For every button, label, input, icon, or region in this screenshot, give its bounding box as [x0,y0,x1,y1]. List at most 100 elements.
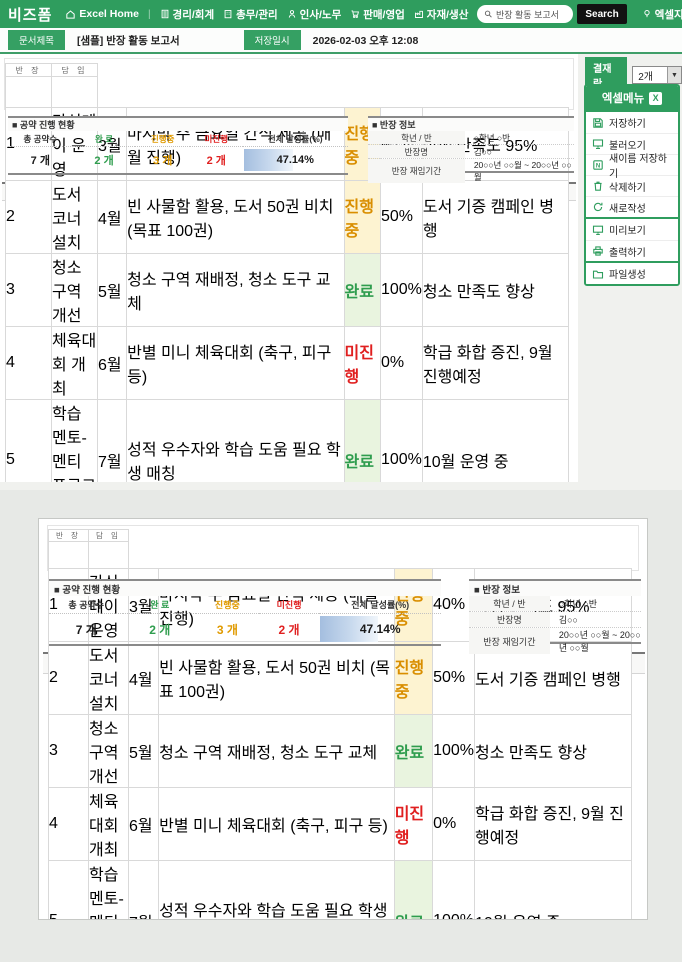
table-cell[interactable]: 50% [379,180,423,254]
table-cell[interactable]: 학습 멘토-멘티 프로그램 [88,860,129,919]
table-cell[interactable]: 학습 멘토-멘티 프로그램 [51,399,98,482]
summary-header-total: 총 공약수 [8,131,73,147]
table-cell[interactable]: 진행중 [343,180,381,254]
menu-item-save-as[interactable]: N 새이름 저장하기 [586,154,678,180]
info-row-term: 반장 재임기간 20○○년 ○○월 ~ 20○○년 ○○월 [368,159,574,183]
table-cell[interactable]: 4 [5,326,52,400]
table-cell[interactable]: 학급 화합 증진, 9월 진행예정 [421,326,570,400]
sign-box-teacher[interactable] [51,76,98,108]
table-cell[interactable]: 2 [48,641,89,715]
table-cell[interactable]: 7월 [96,399,128,482]
nav-excel-knowledge[interactable]: 엑셀지식 IN [642,7,682,22]
table-cell[interactable]: 완료 [343,253,381,327]
approval-count-select[interactable]: 2개 ▼ [632,66,682,84]
table-cell[interactable]: 완료 [343,399,381,482]
table-cell[interactable]: 0% [432,787,476,861]
bizforms-logo[interactable]: 비즈폼 [8,6,53,24]
table-row: 4 체육대회 개최 6월 반별 미니 체육대회 (축구, 피구 등) 미진행 0% 학급 화… [5,326,570,400]
table-cell[interactable]: 청소 구역 재배정, 청소 도구 교체 [158,714,395,788]
menu-item-load[interactable]: 불러오기 [586,133,678,154]
table-cell[interactable]: 3 [5,253,52,327]
table-cell[interactable]: 청소 만족도 향상 [421,253,570,327]
menu-item-preview[interactable]: 미리보기 [586,219,678,240]
menu-item-save[interactable]: 저장하기 [586,112,678,133]
table-cell[interactable]: 도서 코너 설치 [88,641,129,715]
table-cell[interactable]: 0% [379,326,423,400]
table-cell[interactable]: 청소 구역 재배정, 청소 도구 교체 [126,253,345,327]
report-mid-section: ■ 공약 진행 현황 총 공약수 완 료 진행중 미진행 전체 달성률(%) 7… [39,579,647,654]
table-cell[interactable]: 2 [5,180,52,254]
menu-item-new[interactable]: 새로작성 [586,196,678,217]
table-cell[interactable]: 완료 [393,714,434,788]
table-cell[interactable]: 5월 [96,253,128,327]
table-cell[interactable]: 4 [48,787,89,861]
table-cell[interactable]: 성적 우수자와 학습 도움 필요 학생 매칭 [158,860,395,919]
nav-menu-hr-labor[interactable]: 인사/노무 [287,7,341,22]
report-mid-section: ■ 공약 진행 현황 총 공약수 완 료 진행중 미진행 전체 달성률(%) 7… [0,116,578,183]
table-cell[interactable]: 5 [5,399,52,482]
monitor-icon [592,225,604,235]
menu-group-output: 미리보기 출력하기 [586,217,678,261]
monitor-download-icon [592,139,604,149]
summary-section-title: ■ 공약 진행 현황 [8,116,348,131]
table-cell[interactable]: 5월 [127,714,160,788]
table-cell[interactable]: 4월 [127,641,160,715]
sign-box-president[interactable] [48,541,89,569]
summary-header-total: 총 공약수 [49,596,124,614]
sign-box-president[interactable] [5,76,52,108]
table-cell[interactable]: 청소 만족도 향상 [474,714,632,788]
table-cell[interactable]: 10월 운영 중 [474,860,632,919]
summary-value-done: 2 개 [149,622,171,637]
table-cell[interactable]: 7월 [127,860,160,919]
menu-item-print[interactable]: 출력하기 [586,240,678,261]
table-cell[interactable]: 100% [432,714,476,788]
table-cell[interactable]: 완료 [393,860,434,919]
sign-box-teacher[interactable] [88,541,129,569]
table-cell[interactable]: 10월 운영 중 [421,399,570,482]
table-cell[interactable]: 체육대회 개최 [51,326,98,400]
search-input[interactable] [495,9,567,19]
table-cell[interactable]: 100% [432,860,476,919]
summary-grid: 총 공약수 완 료 진행중 미진행 전체 달성률(%) 7 개 2 개 3 개 … [8,131,348,175]
summary-value-total: 7 개 [30,155,50,167]
excel-logo-icon: X [649,91,663,105]
nav-menu-general-affairs[interactable]: 총무/관리 [223,7,278,22]
table-cell[interactable]: 학급 화합 증진, 9월 진행예정 [474,787,632,861]
table-cell[interactable]: 빈 사물함 활용, 도서 50권 비치 (목표 100권) [158,641,395,715]
svg-text:N: N [596,163,600,169]
table-cell[interactable]: 청소 구역 개선 [51,253,98,327]
table-cell[interactable]: 빈 사물함 활용, 도서 50권 비치 (목표 100권) [126,180,345,254]
summary-header-in-progress: 진행중 [135,131,190,147]
table-cell[interactable]: 6월 [96,326,128,400]
table-cell[interactable]: 100% [379,253,423,327]
table-cell[interactable]: 체육대회 개최 [88,787,129,861]
table-cell[interactable]: 미진행 [343,326,381,400]
summary-header-not-started: 미진행 [189,131,243,147]
table-cell[interactable]: 도서 기증 캠페인 병행 [421,180,570,254]
nav-menu-materials[interactable]: 자재/생산 [414,7,468,22]
table-cell[interactable]: 3 [48,714,89,788]
table-cell[interactable]: 진행중 [393,641,434,715]
nav-menu-sales[interactable]: 판매/영업 [350,7,405,22]
table-cell[interactable]: 5 [48,860,89,919]
table-cell[interactable]: 100% [379,399,423,482]
search-button[interactable]: Search [577,4,627,24]
table-cell[interactable]: 4월 [96,180,128,254]
table-cell[interactable]: 6월 [127,787,160,861]
nav-menu-accounting[interactable]: 경리/회계 [160,7,214,22]
summary-value-rate: 47.14% [319,614,441,644]
info-row-grade: 학년 / 반 ○학년 ○반 [368,131,574,145]
table-cell[interactable]: 미진행 [393,787,434,861]
nav-right-links: 엑셀지식 IN | 엑셀상담서 [642,7,682,22]
table-cell[interactable]: 반별 미니 체육대회 (축구, 피구 등) [126,326,345,400]
table-cell[interactable]: 도서 코너 설치 [51,180,98,254]
nav-excel-home[interactable]: Excel Home [65,8,139,20]
table-cell[interactable]: 반별 미니 체육대회 (축구, 피구 등) [158,787,395,861]
menu-item-generate-file[interactable]: 파일생성 [586,263,678,284]
menu-item-delete[interactable]: 삭제하기 [586,175,678,196]
table-cell[interactable]: 성적 우수자와 학습 도움 필요 학생 매칭 [126,399,345,482]
table-cell[interactable]: 청소 구역 개선 [88,714,129,788]
